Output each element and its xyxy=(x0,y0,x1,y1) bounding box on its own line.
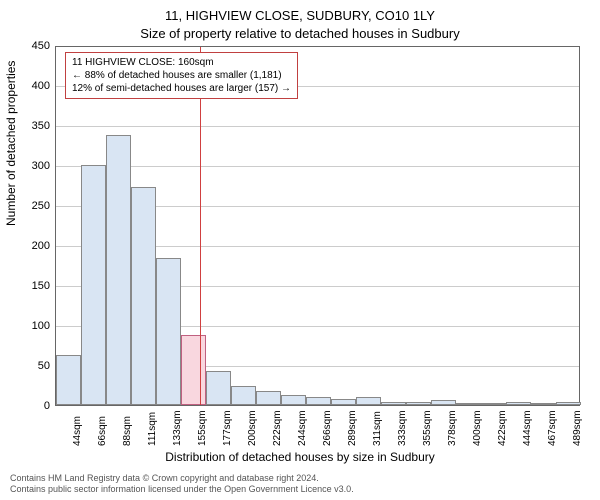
bar xyxy=(406,402,431,405)
annotation-box: 11 HIGHVIEW CLOSE: 160sqm ← 88% of detac… xyxy=(65,52,298,99)
gridline xyxy=(56,166,579,167)
xtick-label: 489sqm xyxy=(572,410,583,446)
footer-line2: Contains public sector information licen… xyxy=(10,484,354,496)
xtick-label: 289sqm xyxy=(347,410,358,446)
bar xyxy=(81,165,106,405)
xtick-label: 400sqm xyxy=(472,410,483,446)
xtick-label: 200sqm xyxy=(247,410,258,446)
xtick-label: 355sqm xyxy=(422,410,433,446)
reference-line xyxy=(200,47,201,405)
bar xyxy=(381,402,406,405)
xtick-label: 422sqm xyxy=(497,410,508,446)
xtick-label: 266sqm xyxy=(322,410,333,446)
chart-title-line1: 11, HIGHVIEW CLOSE, SUDBURY, CO10 1LY xyxy=(0,8,600,23)
xtick-label: 378sqm xyxy=(447,410,458,446)
bar xyxy=(306,397,331,405)
bar xyxy=(356,397,381,405)
gridline xyxy=(56,126,579,127)
ytick-label: 350 xyxy=(10,120,50,132)
xtick-label: 133sqm xyxy=(172,410,183,446)
chart-title-line2: Size of property relative to detached ho… xyxy=(0,26,600,41)
xtick-label: 311sqm xyxy=(372,411,383,446)
ytick-label: 0 xyxy=(10,400,50,412)
xtick-label: 111sqm xyxy=(147,412,158,446)
bar xyxy=(56,355,81,405)
ytick-label: 300 xyxy=(10,160,50,172)
annotation-line2: ← 88% of detached houses are smaller (1,… xyxy=(72,69,291,82)
ytick-label: 150 xyxy=(10,280,50,292)
bar xyxy=(131,187,156,405)
chart-plot-area xyxy=(55,46,580,406)
bar xyxy=(481,403,506,405)
bar xyxy=(231,386,256,405)
xtick-label: 244sqm xyxy=(297,410,308,446)
bar xyxy=(556,402,581,405)
ytick-label: 450 xyxy=(10,40,50,52)
xtick-label: 444sqm xyxy=(522,410,533,446)
xtick-label: 66sqm xyxy=(97,416,108,446)
xtick-label: 333sqm xyxy=(397,410,408,446)
ytick-label: 250 xyxy=(10,200,50,212)
x-axis-label: Distribution of detached houses by size … xyxy=(0,450,600,464)
bar xyxy=(431,400,456,405)
bar xyxy=(256,391,281,405)
footer-text: Contains HM Land Registry data © Crown c… xyxy=(10,473,354,496)
xtick-label: 155sqm xyxy=(197,410,208,446)
bar xyxy=(156,258,181,405)
bar xyxy=(106,135,131,405)
ytick-label: 100 xyxy=(10,320,50,332)
annotation-line3: 12% of semi-detached houses are larger (… xyxy=(72,82,291,95)
xtick-label: 467sqm xyxy=(547,410,558,446)
ytick-label: 50 xyxy=(10,360,50,372)
bar xyxy=(456,403,481,405)
ytick-label: 400 xyxy=(10,80,50,92)
bar xyxy=(281,395,306,405)
bar xyxy=(206,371,231,405)
xtick-label: 222sqm xyxy=(272,410,283,446)
footer-line1: Contains HM Land Registry data © Crown c… xyxy=(10,473,354,485)
bar-highlight xyxy=(181,335,206,405)
xtick-label: 44sqm xyxy=(72,416,83,446)
bar xyxy=(506,402,531,405)
ytick-label: 200 xyxy=(10,240,50,252)
annotation-line1: 11 HIGHVIEW CLOSE: 160sqm xyxy=(72,56,291,69)
bar xyxy=(331,399,356,405)
xtick-label: 88sqm xyxy=(122,416,133,446)
xtick-label: 177sqm xyxy=(222,410,233,446)
bar xyxy=(531,403,556,405)
